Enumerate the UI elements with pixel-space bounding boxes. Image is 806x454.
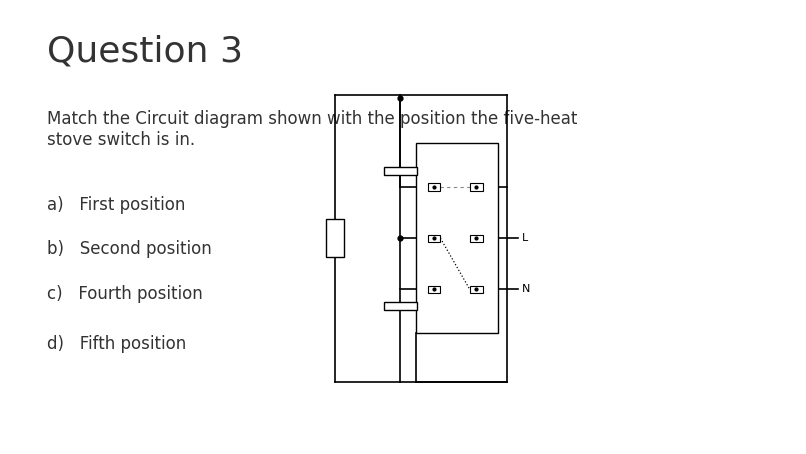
Bar xyxy=(416,143,498,333)
Text: Question 3: Question 3 xyxy=(47,34,243,68)
Text: Match the Circuit diagram shown with the position the five-heat
stove switch is : Match the Circuit diagram shown with the… xyxy=(47,110,577,149)
Bar xyxy=(384,167,418,175)
Text: 3: 3 xyxy=(442,189,447,198)
Text: a)   First position: a) First position xyxy=(47,196,185,214)
Text: 2: 2 xyxy=(472,291,478,301)
Text: L: L xyxy=(521,233,528,243)
Text: 4: 4 xyxy=(442,240,447,249)
Bar xyxy=(470,235,483,242)
Bar xyxy=(470,183,483,191)
Bar xyxy=(384,301,418,310)
Text: c)   Fourth position: c) Fourth position xyxy=(47,285,202,303)
Text: 1: 1 xyxy=(474,189,479,198)
Text: 5: 5 xyxy=(442,291,447,301)
Text: d)   Fifth position: d) Fifth position xyxy=(47,335,186,353)
Text: N: N xyxy=(521,284,530,294)
Text: b)   Second position: b) Second position xyxy=(47,241,211,258)
Bar xyxy=(428,286,440,293)
Bar xyxy=(428,235,440,242)
Bar xyxy=(326,219,344,257)
Bar xyxy=(470,286,483,293)
Bar xyxy=(428,183,440,191)
